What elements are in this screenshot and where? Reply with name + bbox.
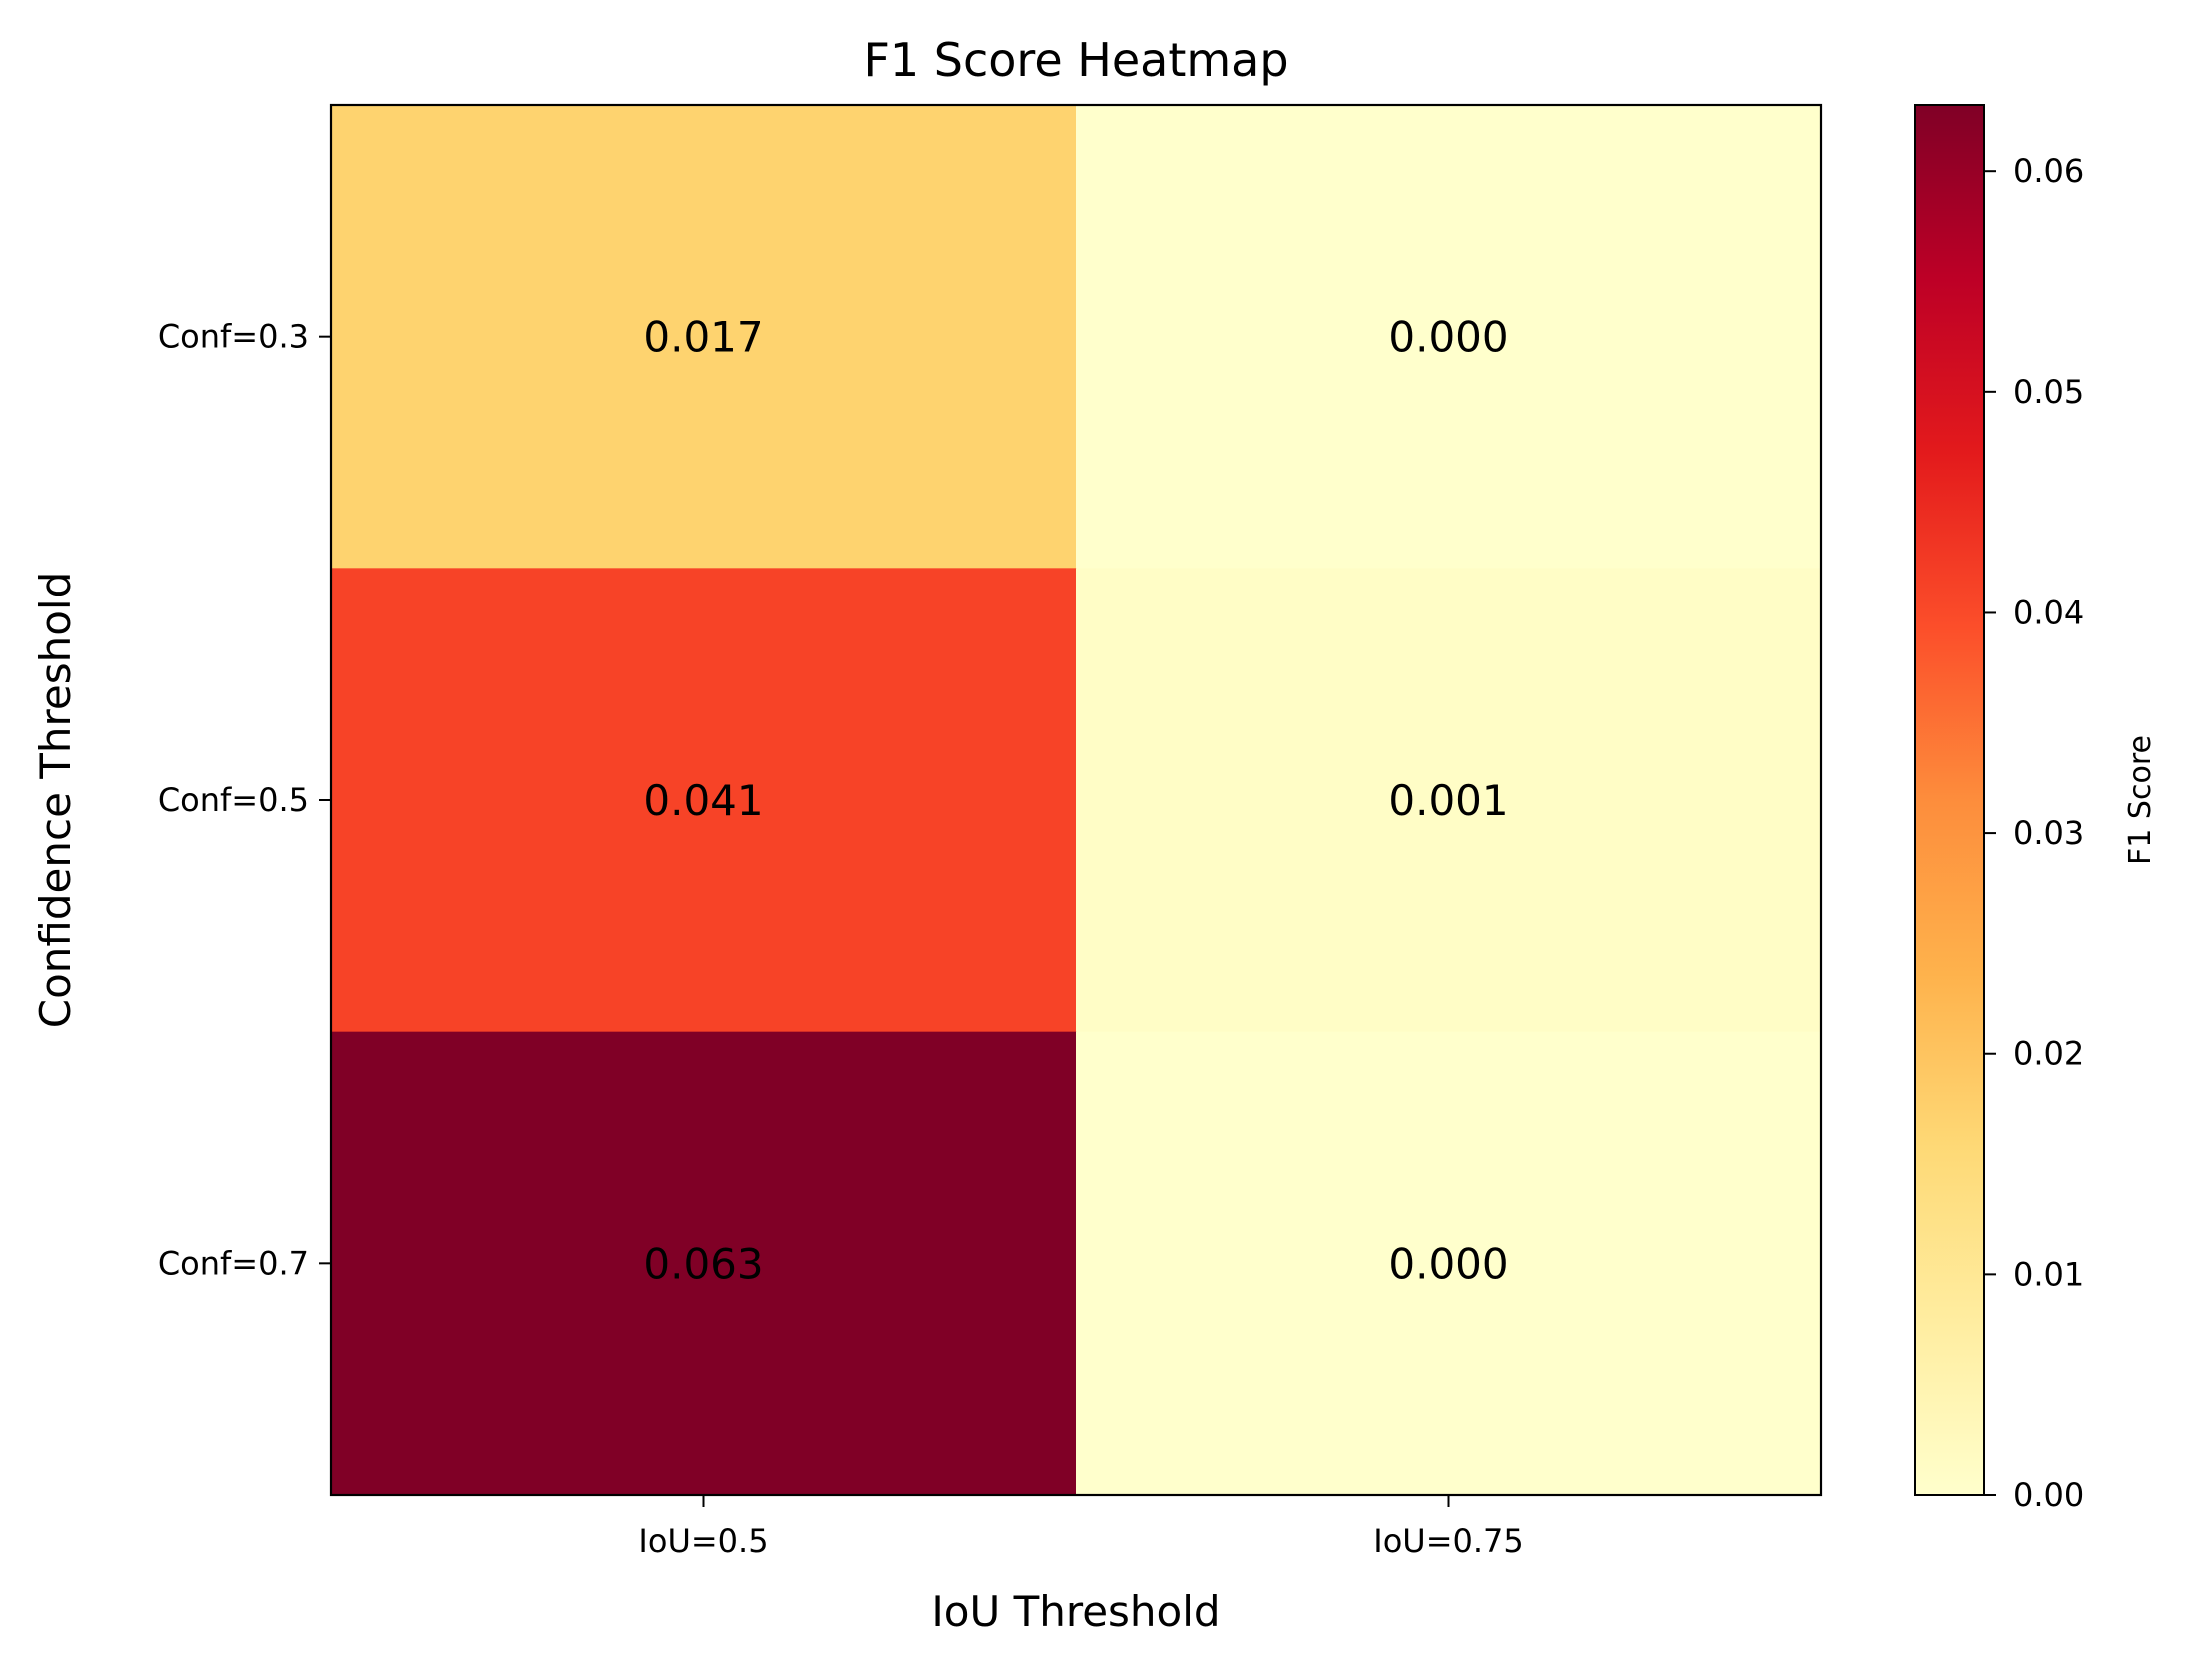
heatmap-cell <box>331 568 1077 1033</box>
colorbar-bar <box>1914 104 1985 1496</box>
heatmap-cell <box>1076 1031 1822 1496</box>
x-tick-label: IoU=0.5 <box>638 1522 768 1560</box>
heatmap-cell-label: 0.001 <box>1388 776 1508 825</box>
heatmap-cell-label: 0.000 <box>1388 313 1508 362</box>
colorbar-tick-label: 0.06 <box>2013 152 2084 190</box>
heatmap-cell-label: 0.041 <box>643 776 763 825</box>
colorbar-tick-label: 0.05 <box>2013 373 2084 411</box>
heatmap-cell-label: 0.017 <box>643 313 763 362</box>
x-axis-ticks: IoU=0.5 IoU=0.75 <box>638 1495 1524 1560</box>
y-tick-label: Conf=0.3 <box>158 318 309 356</box>
colorbar-tick-label: 0.03 <box>2013 814 2084 852</box>
y-tick-label: Conf=0.7 <box>158 1244 309 1282</box>
colorbar-tick-label: 0.01 <box>2013 1255 2084 1293</box>
colorbar-tick-label: 0.02 <box>2013 1035 2084 1073</box>
heatmap-cells <box>331 105 1822 1496</box>
colorbar-ticks: 0.00 0.01 0.02 0.03 0.04 0.05 0.06 <box>1984 152 2084 1514</box>
colorbar-tick-label: 0.04 <box>2013 593 2084 631</box>
heatmap-cell <box>1076 568 1822 1033</box>
x-tick-label: IoU=0.75 <box>1373 1522 1524 1560</box>
heatmap-cell-label: 0.000 <box>1388 1239 1508 1288</box>
colorbar-label: F1 Score <box>2123 735 2158 865</box>
heatmap-cell-label: 0.063 <box>643 1239 763 1288</box>
colorbar-tick-label: 0.00 <box>2013 1476 2084 1514</box>
chart-title: F1 Score Heatmap <box>863 33 1288 87</box>
heatmap-cell <box>331 105 1077 569</box>
heatmap-cell <box>331 1031 1077 1496</box>
y-axis-label: Confidence Threshold <box>31 572 80 1028</box>
heatmap-cell <box>1076 105 1822 569</box>
y-axis-ticks: Conf=0.3 Conf=0.5 Conf=0.7 <box>158 318 331 1282</box>
x-axis-label: IoU Threshold <box>931 1587 1220 1636</box>
y-tick-label: Conf=0.5 <box>158 781 309 819</box>
heatmap-cell-labels: 0.017 0.000 0.041 0.001 0.063 0.000 <box>643 313 1508 1289</box>
